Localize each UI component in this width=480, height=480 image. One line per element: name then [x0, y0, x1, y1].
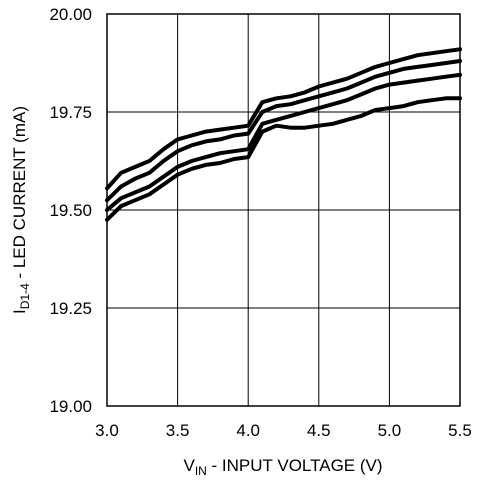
x-tick-labels: 3.0 3.5 4.0 4.5 5.0 5.5 [95, 421, 472, 440]
series-line-1 [105, 47, 462, 191]
plot-area-frame [106, 13, 461, 407]
x-tick-label: 3.0 [95, 421, 119, 440]
y-axis-title: ID1-4 - LED CURRENT (mA) [10, 106, 32, 314]
x-tick-label: 4.5 [307, 421, 331, 440]
x-tick-label: 4.0 [236, 421, 260, 440]
x-tick-label: 3.5 [166, 421, 190, 440]
series-line-3 [105, 72, 462, 212]
grid [106, 13, 461, 407]
y-tick-label: 19.25 [49, 299, 92, 318]
y-tick-labels: 20.00 19.75 19.50 19.25 19.00 [49, 5, 92, 416]
x-tick-label: 5.5 [448, 421, 472, 440]
x-tick-label: 5.0 [378, 421, 402, 440]
y-tick-label: 19.00 [49, 397, 92, 416]
y-tick-label: 20.00 [49, 5, 92, 24]
series-group [105, 47, 462, 222]
y-tick-label: 19.75 [49, 103, 92, 122]
y-tick-label: 19.50 [49, 201, 92, 220]
series-line-4 [105, 96, 462, 222]
x-axis-title: VIN - INPUT VOLTAGE (V) [183, 456, 382, 478]
series-line-2 [105, 59, 462, 203]
